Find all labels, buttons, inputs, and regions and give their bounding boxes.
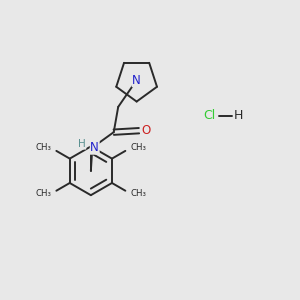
Text: CH₃: CH₃ xyxy=(35,189,51,198)
Text: CH₃: CH₃ xyxy=(35,143,51,152)
Text: Cl: Cl xyxy=(203,109,216,122)
Text: H: H xyxy=(78,139,86,149)
Text: H: H xyxy=(234,109,243,122)
Text: CH₃: CH₃ xyxy=(130,143,146,152)
Text: N: N xyxy=(132,74,141,87)
Text: N: N xyxy=(90,141,99,154)
Text: CH₃: CH₃ xyxy=(130,189,146,198)
Text: O: O xyxy=(141,124,150,137)
